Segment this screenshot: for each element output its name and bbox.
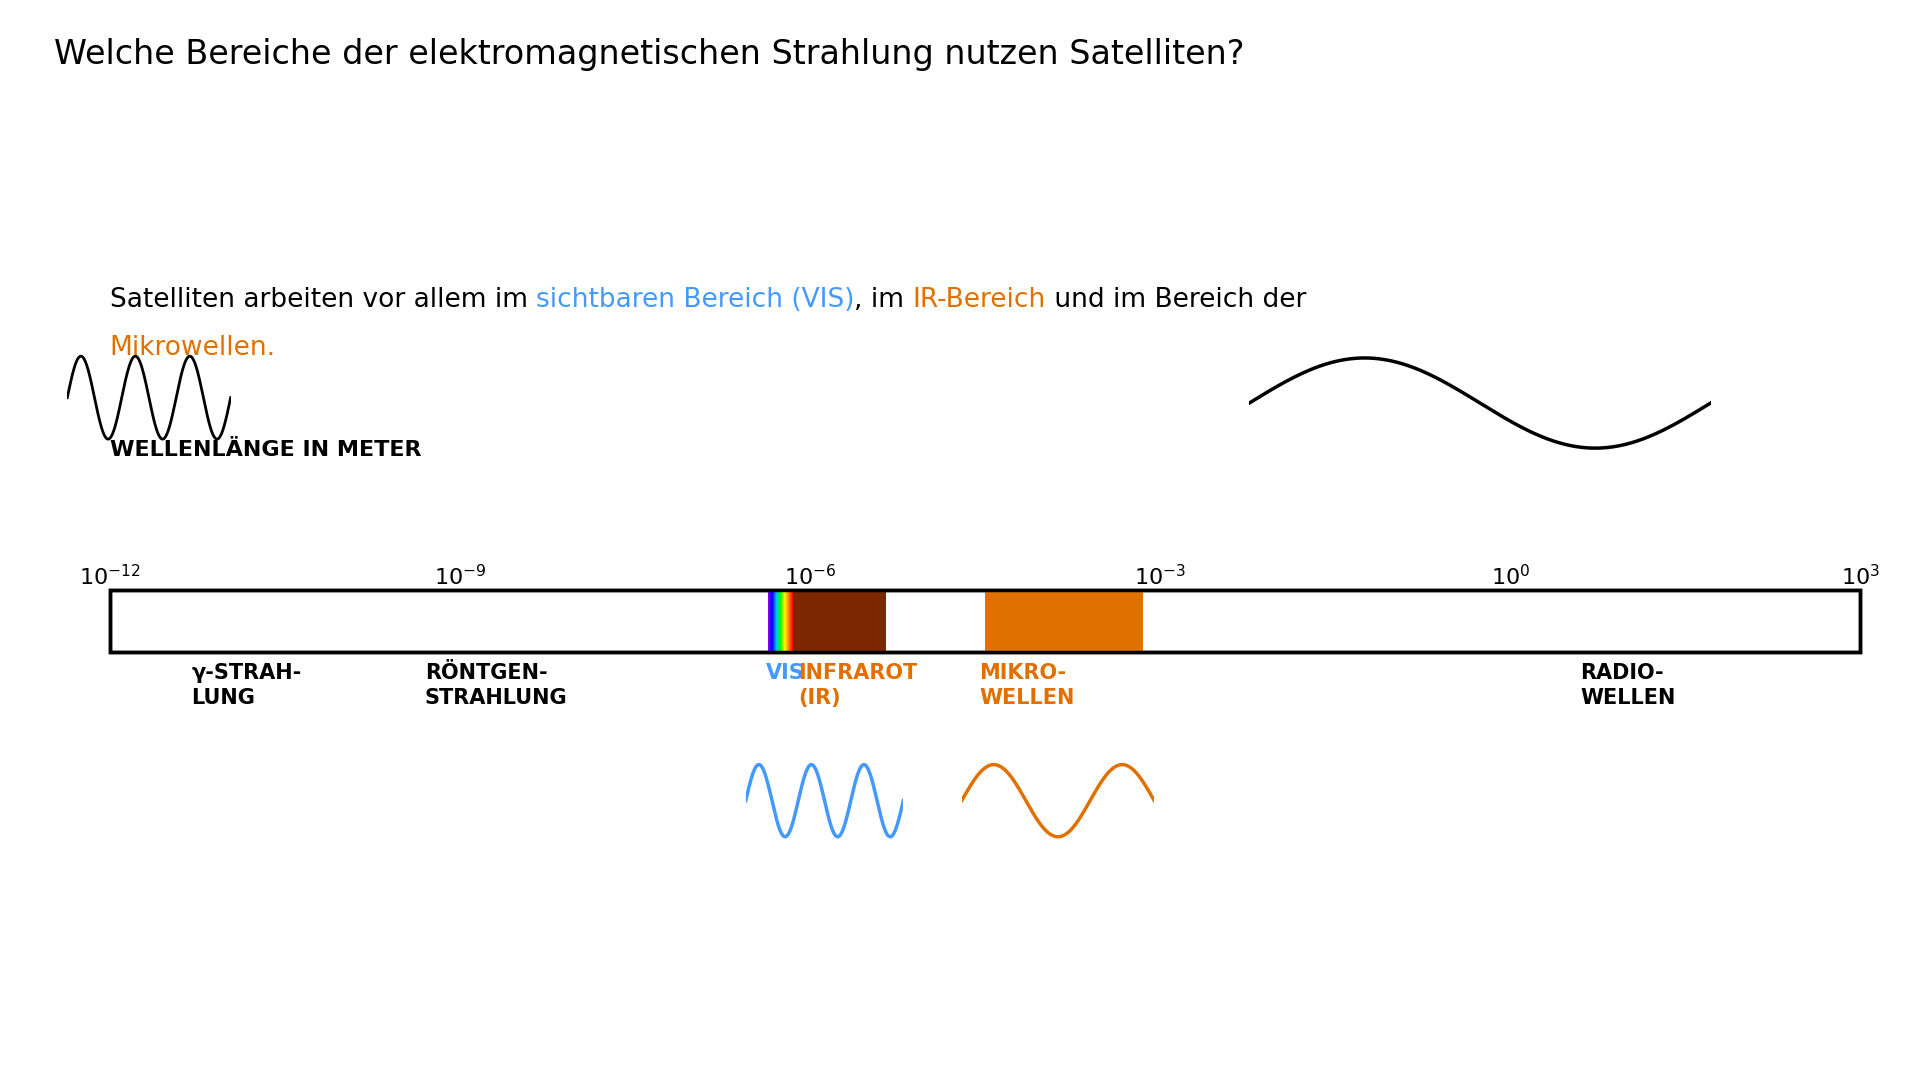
Text: sichtbaren Bereich (VIS): sichtbaren Bereich (VIS) [536,287,855,313]
Text: Mikrowellen.: Mikrowellen. [110,335,275,361]
Text: RÖNTGEN-
STRAHLUNG: RÖNTGEN- STRAHLUNG [425,663,567,708]
Text: VIS: VIS [765,663,803,683]
Text: $10^{0}$: $10^{0}$ [1491,565,1530,590]
Text: $10^{-12}$: $10^{-12}$ [79,565,140,590]
Text: Welche Bereiche der elektromagnetischen Strahlung nutzen Satelliten?: Welche Bereiche der elektromagnetischen … [54,38,1244,70]
Text: $10^{-6}$: $10^{-6}$ [784,565,836,590]
Text: WELLENLÄNGE IN METER: WELLENLÄNGE IN METER [110,440,421,460]
Text: $10^{-9}$: $10^{-9}$ [434,565,486,590]
Text: MIKRO-
WELLEN: MIKRO- WELLEN [978,663,1074,708]
Text: γ-STRAH-
LUNG: γ-STRAH- LUNG [192,663,302,708]
Text: RADIO-
WELLEN: RADIO- WELLEN [1580,663,1676,708]
Text: IR-Bereich: IR-Bereich [913,287,1046,313]
Text: und im Bereich der: und im Bereich der [1046,287,1307,313]
Text: $10^{3}$: $10^{3}$ [1841,565,1880,590]
Text: $10^{-3}$: $10^{-3}$ [1134,565,1186,590]
Text: Satelliten arbeiten vor allem im: Satelliten arbeiten vor allem im [110,287,536,313]
Text: , im: , im [855,287,913,313]
Text: INFRAROT
(IR): INFRAROT (IR) [798,663,917,708]
